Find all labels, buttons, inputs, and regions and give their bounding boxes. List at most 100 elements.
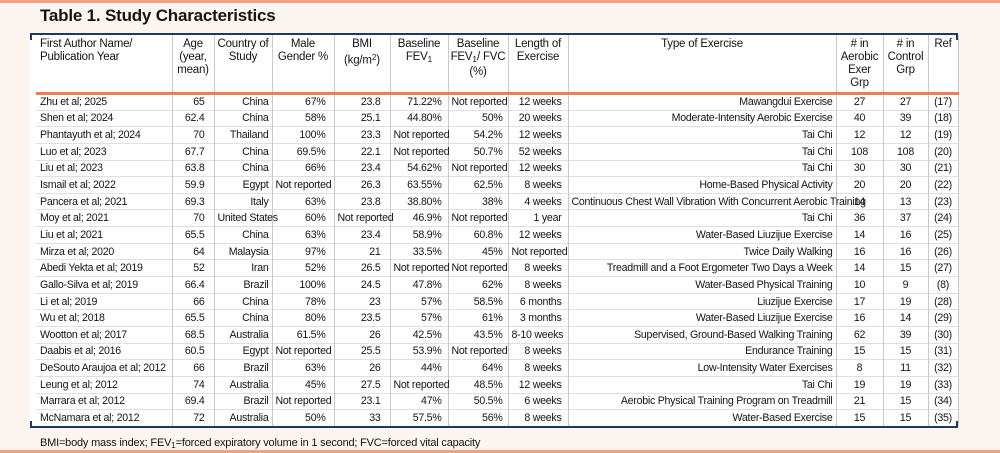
cell-baseline-fev1-fvc: 60.8% bbox=[448, 226, 509, 244]
cell-control-group-n: 39 bbox=[883, 109, 929, 127]
cell-control-group-n: 14 bbox=[883, 309, 929, 327]
cell-age: 67.7 bbox=[172, 142, 215, 161]
cell-age: 68.5 bbox=[172, 325, 215, 344]
cell-length-of-exercise: 12 weeks bbox=[508, 126, 569, 144]
cell-baseline-fev1-fvc: 58.5% bbox=[448, 292, 509, 310]
cell-country: Thailand bbox=[214, 126, 273, 144]
cell-length-of-exercise: 12 weeks bbox=[508, 226, 569, 244]
cell-control-group-n: 27 bbox=[883, 93, 929, 111]
cell-ref: (32) bbox=[928, 359, 959, 377]
cell-baseline-fev1: 54.62% bbox=[390, 159, 449, 177]
cell-control-group-n: 9 bbox=[883, 276, 929, 294]
cell-baseline-fev1-fvc: 45% bbox=[448, 242, 509, 260]
cell-male-gender: 50% bbox=[272, 409, 335, 427]
cell-baseline-fev1: 47.8% bbox=[390, 276, 449, 294]
cell-length-of-exercise: 6 months bbox=[508, 292, 569, 310]
cell-age: 60.5 bbox=[172, 342, 215, 360]
cell-aerobic-group-n: 10 bbox=[836, 276, 884, 294]
cell-age: 62.4 bbox=[172, 109, 215, 127]
cell-country: China bbox=[214, 109, 273, 127]
cell-aerobic-group-n: 14 bbox=[836, 226, 884, 244]
cell-author: Ismail et al; 2022 bbox=[36, 176, 173, 194]
cell-control-group-n: 108 bbox=[883, 142, 929, 161]
cell-author: Moy et al; 2021 bbox=[36, 209, 173, 227]
cell-aerobic-group-n: 40 bbox=[836, 109, 884, 127]
table-row: Marrara et al; 2012 69.4 Brazil Not reporte… bbox=[36, 392, 959, 410]
cell-bmi: 22.1 bbox=[334, 142, 391, 161]
table-row: Gallo-Silva et al; 2019 66.4 Brazil 100% 24.… bbox=[36, 276, 959, 294]
cell-length-of-exercise: 6 weeks bbox=[508, 392, 569, 410]
cell-control-group-n: 19 bbox=[883, 375, 929, 394]
cell-length-of-exercise: 12 weeks bbox=[508, 375, 569, 394]
cell-length-of-exercise: 8 weeks bbox=[508, 276, 569, 294]
cell-country: China bbox=[214, 159, 273, 177]
cell-baseline-fev1-fvc: 50% bbox=[448, 109, 509, 127]
cell-control-group-n: 20 bbox=[883, 176, 929, 194]
cell-control-group-n: 16 bbox=[883, 226, 929, 244]
cell-aerobic-group-n: 36 bbox=[836, 209, 884, 227]
cell-country: Brazil bbox=[214, 276, 273, 294]
cell-baseline-fev1: Not reported bbox=[390, 375, 450, 394]
cell-male-gender: 80% bbox=[272, 309, 335, 327]
cell-bmi: 21 bbox=[334, 242, 391, 260]
cell-author: Shen et al; 2024 bbox=[36, 109, 173, 127]
cell-length-of-exercise: 3 months bbox=[508, 309, 569, 327]
cell-length-of-exercise: Not reported bbox=[508, 242, 569, 260]
table-bottom-rule bbox=[30, 421, 958, 429]
col-header-age: Age (year, mean) bbox=[172, 35, 215, 95]
cell-length-of-exercise: 8 weeks bbox=[508, 176, 569, 194]
table-row: Wu et al; 2018 65.5 China 80% 23.5 57% 61% 3 mo… bbox=[36, 309, 959, 327]
cell-bmi: 33 bbox=[334, 409, 391, 427]
cell-type-of-exercise: Liuzijue Exercise bbox=[568, 292, 837, 310]
cell-author: Liu et al; 2023 bbox=[36, 159, 173, 177]
cell-type-of-exercise: Mawangdui Exercise bbox=[568, 93, 837, 111]
cell-country: Egypt bbox=[214, 176, 273, 194]
cell-baseline-fev1: Not reported bbox=[390, 259, 450, 277]
col-header-type-of-exercise: Type of Exercise bbox=[568, 35, 837, 95]
cell-type-of-exercise: Home-Based Physical Activity bbox=[568, 176, 837, 194]
cell-male-gender: 78% bbox=[272, 292, 335, 310]
cell-bmi: 26 bbox=[334, 359, 391, 377]
cell-country: China bbox=[214, 142, 273, 161]
cell-country: China bbox=[214, 93, 273, 111]
cell-author: DeSouto Araujoa et al; 2012 bbox=[36, 359, 173, 377]
cell-type-of-exercise: Water-Based Liuzijue Exercise bbox=[568, 309, 837, 327]
cell-male-gender: 63% bbox=[272, 359, 335, 377]
cell-control-group-n: 15 bbox=[883, 259, 929, 277]
cell-baseline-fev1-fvc: 62% bbox=[448, 276, 509, 294]
cell-baseline-fev1-fvc: Not reported bbox=[448, 209, 509, 227]
cell-baseline-fev1-fvc: Not reported bbox=[448, 342, 509, 360]
cell-country: Malaysia bbox=[214, 242, 273, 260]
cell-length-of-exercise: 20 weeks bbox=[508, 109, 569, 127]
cell-aerobic-group-n: 108 bbox=[836, 142, 884, 161]
col-header-country: Country of Study bbox=[214, 35, 273, 95]
cell-baseline-fev1-fvc: 43.5% bbox=[448, 325, 509, 344]
cell-aerobic-group-n: 27 bbox=[836, 93, 884, 111]
cell-country: China bbox=[214, 309, 273, 327]
col-header-aerobic-group-n: # in Aerobic Exer Grp bbox=[836, 35, 884, 95]
cell-country: Italy bbox=[214, 192, 273, 210]
cell-bmi: 26 bbox=[334, 325, 391, 344]
table-row: McNamara et al; 2012 72 Australia 50% 33 57.5… bbox=[36, 409, 959, 427]
cell-author: Abedi Yekta et al; 2019 bbox=[36, 259, 173, 277]
cell-bmi: 23.8 bbox=[334, 192, 391, 210]
cell-author: Zhu et al; 2025 bbox=[36, 93, 173, 111]
cell-length-of-exercise: 8-10 weeks bbox=[508, 325, 569, 344]
cell-control-group-n: 15 bbox=[883, 342, 929, 360]
cell-male-gender: 61.5% bbox=[272, 325, 335, 344]
cell-control-group-n: 15 bbox=[883, 392, 929, 410]
cell-baseline-fev1: 57% bbox=[390, 309, 449, 327]
cell-bmi: 26.3 bbox=[334, 176, 391, 194]
cell-author: Marrara et al; 2012 bbox=[36, 392, 173, 410]
cell-ref: (29) bbox=[928, 309, 959, 327]
cell-type-of-exercise: Tai Chi bbox=[568, 209, 837, 227]
col-header-ref: Ref bbox=[928, 35, 959, 95]
cell-control-group-n: 16 bbox=[883, 242, 929, 260]
cell-author: Liu et al; 2021 bbox=[36, 226, 173, 244]
cell-length-of-exercise: 52 weeks bbox=[508, 142, 569, 161]
table-row: Wootton et al; 2017 68.5 Australia 61.5% 26 4… bbox=[36, 325, 959, 344]
cell-author: Mirza et al; 2020 bbox=[36, 242, 173, 260]
cell-bmi: Not reported bbox=[334, 209, 394, 227]
table-row: Shen et al; 2024 62.4 China 58% 25.1 44.80% 50… bbox=[36, 109, 959, 127]
cell-control-group-n: 39 bbox=[883, 325, 929, 344]
